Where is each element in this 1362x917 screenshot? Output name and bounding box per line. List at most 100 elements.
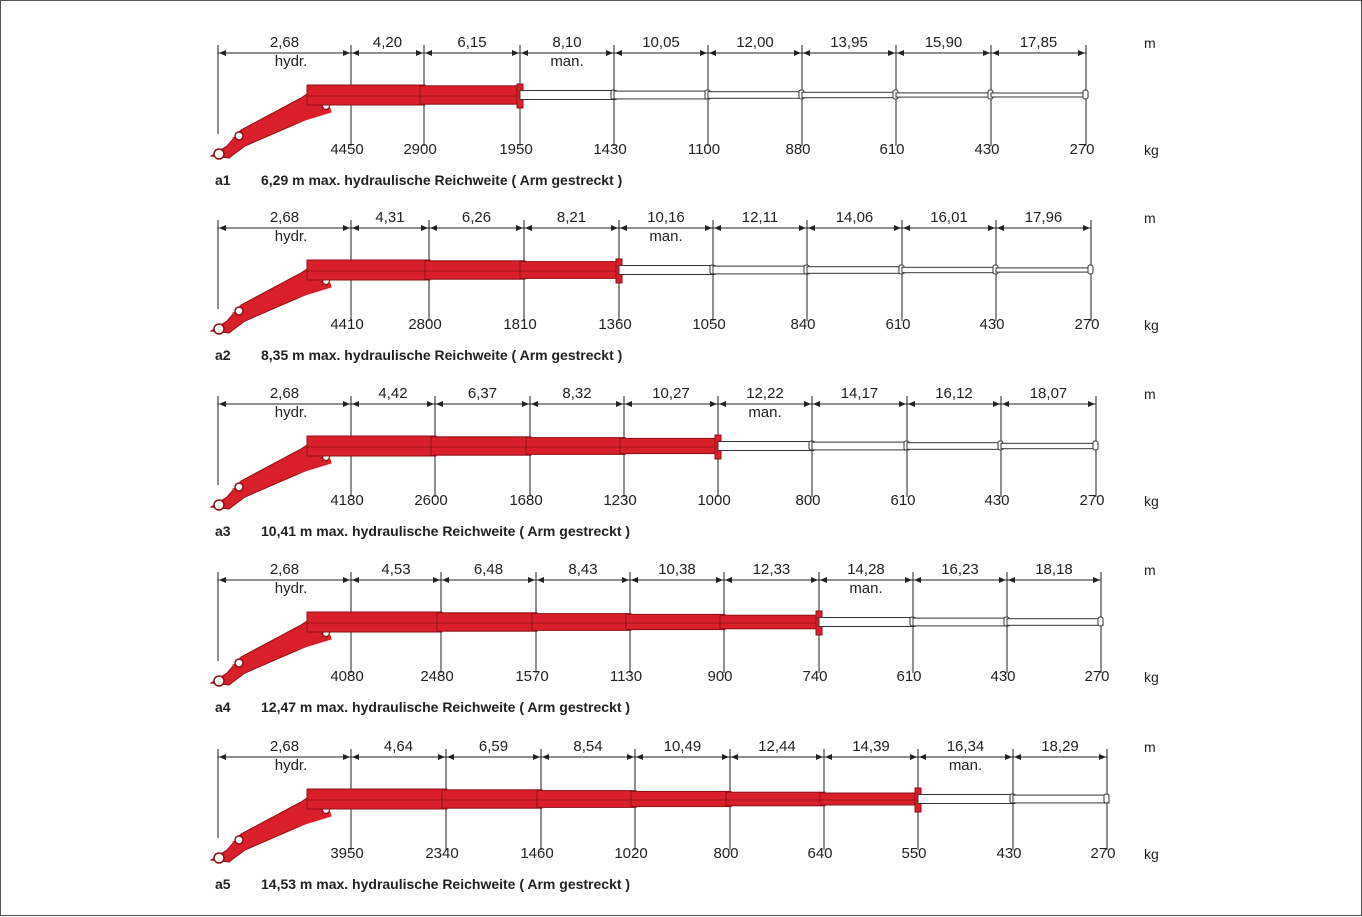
dimension-arrow: [903, 225, 910, 231]
dimension-arrow: [999, 577, 1006, 583]
extension-joint: [1097, 616, 1104, 627]
load-label: 800: [713, 845, 738, 862]
manual-extension: [613, 90, 711, 100]
reach-label: 4,53: [381, 561, 410, 578]
hydraulic-boom-section: [424, 260, 526, 280]
dimension-arrow: [794, 50, 801, 56]
load-unit-label: kg: [1144, 669, 1159, 685]
extension-joint: [1087, 264, 1094, 275]
reach-unit-label: m: [1144, 562, 1156, 578]
load-label: 610: [890, 492, 915, 509]
reach-label: 2,68: [270, 209, 299, 226]
load-label: 880: [785, 141, 810, 158]
arm-cylinder: [232, 458, 332, 494]
arm-cylinder: [232, 282, 332, 318]
load-label: 270: [1084, 668, 1109, 685]
manual-extension: [1006, 618, 1104, 626]
manual-extension: [1000, 442, 1099, 450]
dimension-arrow: [219, 754, 226, 760]
dimension-arrow: [1093, 577, 1100, 583]
dimension-arrow: [615, 50, 622, 56]
dimension-line: [217, 749, 1108, 850]
dimension-arrow: [710, 401, 717, 407]
dimension-arrow: [631, 577, 638, 583]
load-label: 640: [807, 845, 832, 862]
hydraulic-boom-section: [819, 792, 920, 806]
reach-label: 10,05: [642, 34, 680, 51]
dimension-arrow: [803, 50, 810, 56]
load-label: 2900: [403, 141, 436, 158]
load-label: 2340: [425, 845, 458, 862]
load-label: 1020: [614, 845, 647, 862]
arm-joint: [234, 131, 244, 141]
reach-label: 12,33: [753, 561, 791, 578]
hydraulic-boom-section: [306, 84, 426, 106]
dimension-arrow: [533, 754, 540, 760]
reach-label: 16,01: [930, 209, 968, 226]
reach-label: 16,12: [935, 385, 973, 402]
dimension-arrow: [636, 754, 643, 760]
hydr-label: hydr.: [275, 228, 308, 245]
reach-label: 2,68: [270, 561, 299, 578]
hydraulic-boom-section: [719, 614, 821, 630]
dimension-arrow: [343, 577, 350, 583]
dimension-arrow: [992, 50, 999, 56]
hydraulic-boom-section: [519, 261, 621, 279]
reach-label: 18,29: [1041, 738, 1079, 755]
reach-label: 12,11: [742, 209, 778, 226]
reach-label: 2,68: [270, 385, 299, 402]
reach-label: 17,96: [1025, 209, 1063, 226]
dimension-arrow: [808, 225, 815, 231]
dimension-arrow: [908, 401, 915, 407]
manual-extension: [717, 441, 815, 451]
hydraulic-boom-section: [419, 85, 522, 105]
hydraulic-boom-section: [531, 613, 632, 631]
hydraulic-boom-section: [441, 789, 543, 809]
crane-config-a3: 2,68 4,42 6,37 8,32 10,27 12,22 14,17 16,12 18,0…: [209, 385, 1159, 539]
man-label: man.: [649, 228, 682, 245]
reach-label: 2,68: [270, 34, 299, 51]
manual-extension: [618, 265, 716, 275]
reach-label: 6,48: [474, 561, 503, 578]
man-label: man.: [550, 53, 583, 70]
dimension-arrow: [522, 401, 529, 407]
manual-extension: [712, 265, 810, 275]
load-label: 4080: [330, 668, 363, 685]
dimension-arrow: [343, 50, 350, 56]
dimension-arrow: [899, 401, 906, 407]
arm-cylinder: [232, 811, 332, 847]
dimension-arrow: [804, 401, 811, 407]
crane-drawing: [209, 787, 1110, 864]
dimension-arrow: [716, 577, 723, 583]
hydr-label: hydr.: [275, 580, 308, 597]
arm-cylinder: [232, 634, 332, 670]
hydraulic-boom-section: [306, 788, 448, 810]
dimension-arrow: [910, 754, 917, 760]
manual-extension: [917, 794, 1016, 804]
dimension-arrow: [427, 401, 434, 407]
dimension-arrow: [1014, 754, 1021, 760]
load-label: 4410: [330, 316, 363, 333]
reach-label: 18,18: [1035, 561, 1073, 578]
dimension-arrow: [537, 577, 544, 583]
manual-extension: [707, 91, 805, 99]
dimension-arrow: [894, 225, 901, 231]
dimension-arrow: [516, 225, 523, 231]
config-caption: 8,35 m max. hydraulische Reichweite ( Ar…: [261, 347, 622, 363]
dimension-arrow: [512, 50, 519, 56]
load-unit-label: kg: [1144, 493, 1159, 509]
dimension-arrow: [897, 50, 904, 56]
reach-label: 2,68: [270, 738, 299, 755]
dimension-arrow: [627, 754, 634, 760]
load-label: 1950: [499, 141, 532, 158]
manual-extension: [818, 617, 916, 627]
dimension-arrow: [1088, 401, 1095, 407]
manual-extension: [906, 442, 1004, 450]
load-unit-label: kg: [1144, 317, 1159, 333]
crane-config-a2: 2,68 4,31 6,26 8,21 10,16 12,11 14,06 16,01 17,9…: [209, 209, 1159, 363]
manual-extension: [895, 92, 994, 98]
manual-extension: [801, 91, 899, 99]
man-label: man.: [849, 580, 882, 597]
dimension-arrow: [528, 577, 535, 583]
crane-drawing: [209, 610, 1104, 687]
